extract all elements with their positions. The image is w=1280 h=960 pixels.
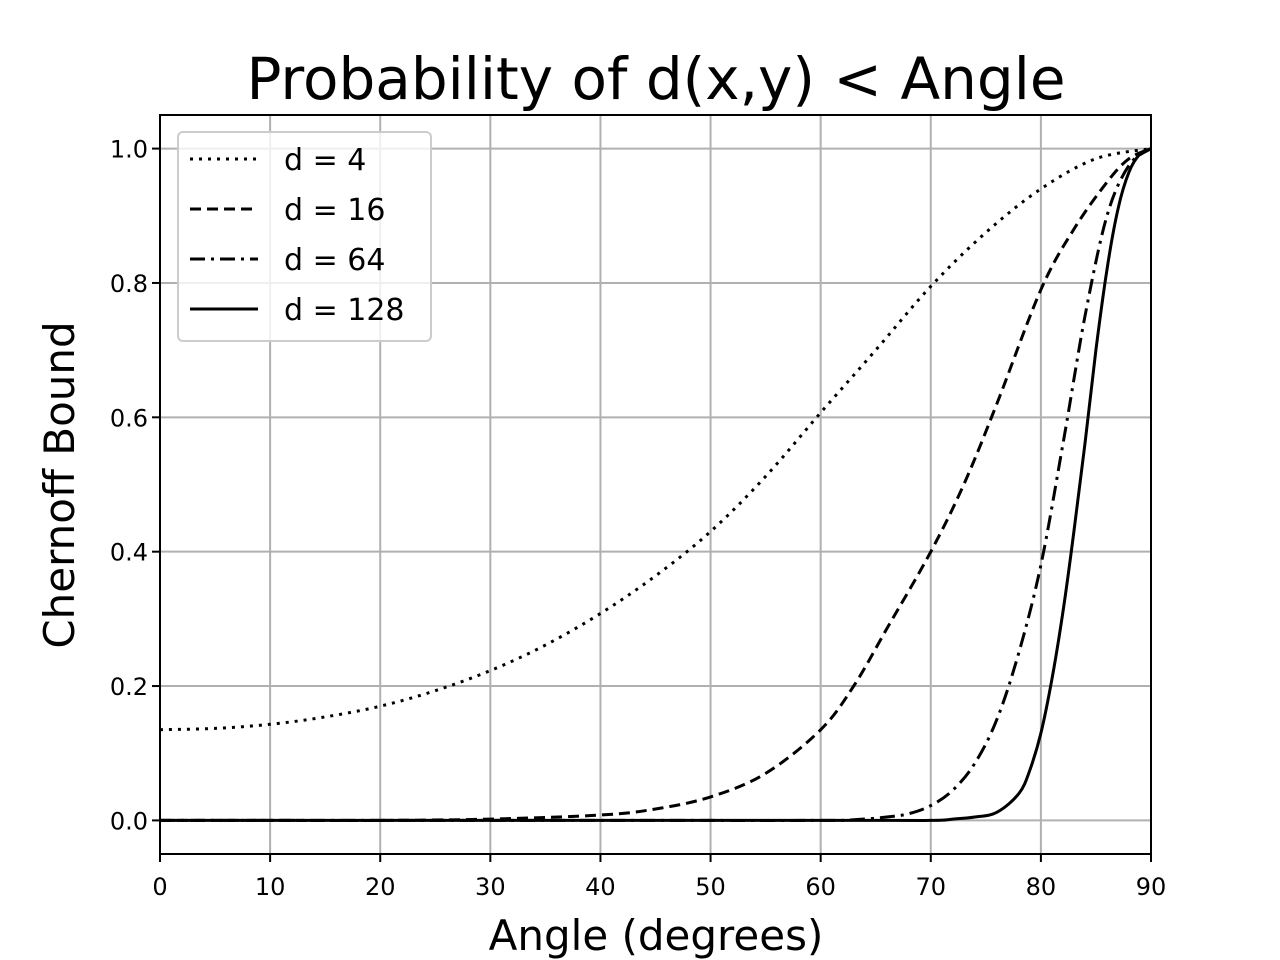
y-tick-label: 0.4 xyxy=(110,539,148,567)
series-line-3 xyxy=(160,147,1152,822)
y-axis-label: Chernoff Bound xyxy=(35,321,84,648)
y-tick-label: 0.2 xyxy=(110,673,148,701)
y-tick-label: 0.0 xyxy=(110,807,148,835)
legend-frame xyxy=(177,131,432,342)
series-line-0 xyxy=(159,147,1152,732)
x-tick-label: 30 xyxy=(475,873,506,901)
x-tick-label: 70 xyxy=(916,873,947,901)
chart-title: Probability of d(x,y) < Angle xyxy=(246,45,1065,113)
x-tick-label: 20 xyxy=(365,873,396,901)
legend-label-3: d = 128 xyxy=(284,293,405,328)
x-tick-label: 50 xyxy=(695,873,726,901)
x-axis: 0 10 20 30 40 50 60 70 80 90 xyxy=(152,854,1166,901)
series-layer xyxy=(159,147,1152,822)
x-tick-label: 90 xyxy=(1136,873,1167,901)
x-tick-label: 60 xyxy=(805,873,836,901)
x-tick-label: 10 xyxy=(255,873,286,901)
x-axis-label: Angle (degrees) xyxy=(489,911,824,960)
y-tick-label: 0.6 xyxy=(110,404,148,432)
plot-frame xyxy=(159,114,1152,855)
x-tick-label: 0 xyxy=(152,873,167,901)
y-tick-label: 0.8 xyxy=(110,270,148,298)
y-tick-label: 1.0 xyxy=(110,136,148,164)
legend-label-0: d = 4 xyxy=(284,143,366,178)
x-tick-label: 40 xyxy=(585,873,616,901)
legend-label-1: d = 16 xyxy=(284,193,385,228)
y-axis: 0.0 0.2 0.4 0.6 0.8 1.0 xyxy=(110,136,160,835)
series-line-2 xyxy=(160,147,1152,822)
x-tick-label: 80 xyxy=(1026,873,1057,901)
legend: d = 4 d = 16 d = 64 d = 128 xyxy=(177,131,432,342)
legend-label-2: d = 64 xyxy=(284,243,385,278)
